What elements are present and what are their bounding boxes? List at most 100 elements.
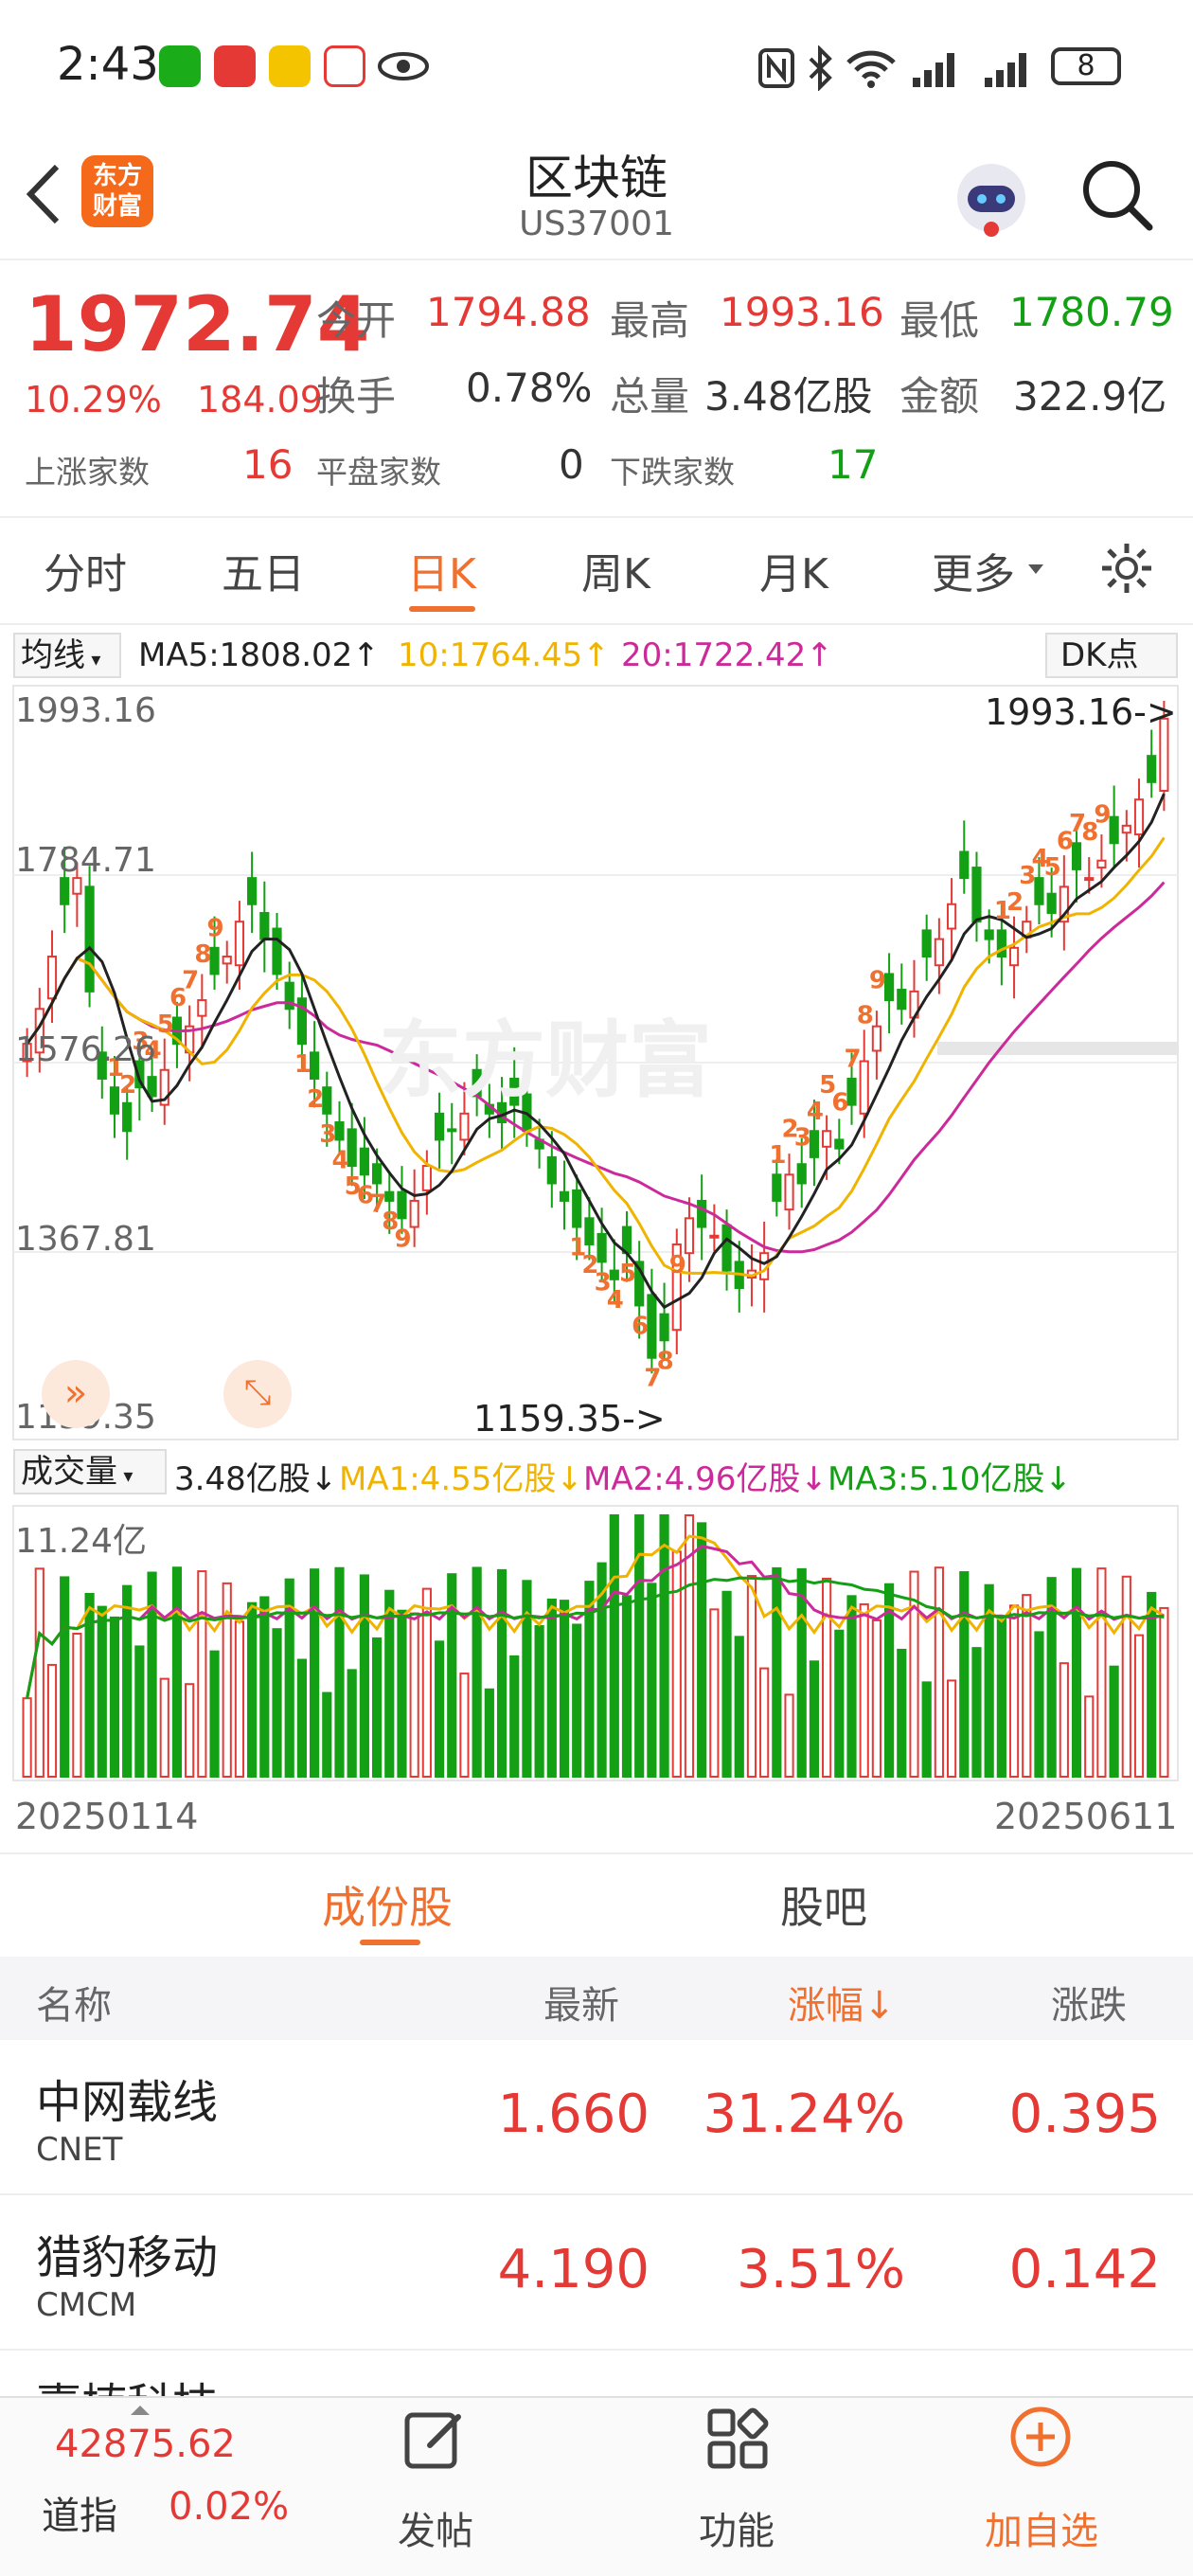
volume-bar: [559, 1600, 570, 1778]
candle-body: [522, 1093, 532, 1133]
tab-monthly-k[interactable]: 月K: [759, 550, 828, 599]
candle-body: [509, 1077, 520, 1106]
candle-body: [572, 1189, 582, 1228]
volume-bar: [421, 1587, 432, 1778]
row-chg: 0.142: [1008, 2239, 1161, 2300]
tab-intraday[interactable]: 分时: [44, 550, 127, 599]
y-tick-2: 1784.71: [15, 841, 156, 880]
eye-icon: [378, 52, 429, 80]
candle-body: [946, 903, 957, 930]
candle-body: [934, 938, 944, 967]
volume-bar: [1133, 1634, 1145, 1779]
ma20-label: 20:1722.42↑: [621, 636, 833, 674]
col-latest[interactable]: 最新: [543, 1984, 619, 2028]
volume-bar: [1121, 1575, 1131, 1779]
functions-icon[interactable]: [704, 2406, 771, 2472]
candle-body: [684, 1217, 695, 1255]
candle-body: [996, 929, 1006, 958]
candle-body: [209, 946, 220, 975]
col-change-pct[interactable]: 涨幅↓: [788, 1984, 896, 2028]
volume-bar: [1084, 1695, 1095, 1778]
volume-bar: [809, 1660, 820, 1778]
row-code: CMCM: [36, 2286, 137, 2324]
tab-weekly-k[interactable]: 周K: [581, 550, 650, 599]
sequence-number: 7: [182, 967, 199, 995]
settings-icon[interactable]: [1098, 540, 1155, 597]
volume-bar: [822, 1577, 832, 1778]
candle-body: [296, 997, 307, 1046]
row-name: 猎豹移动: [36, 2231, 219, 2284]
tab-forum[interactable]: 股吧: [780, 1882, 867, 1933]
tab-five-day[interactable]: 五日: [222, 550, 305, 599]
qq-icon: [269, 45, 311, 87]
index-value: 42875.62: [55, 2423, 236, 2466]
volume-bar: [296, 1658, 307, 1778]
sequence-number: 5: [157, 1011, 174, 1039]
tab-more[interactable]: 更多: [932, 550, 1015, 599]
candle-body: [659, 1313, 669, 1342]
expand-up-icon: [131, 2406, 150, 2415]
sequence-number: 3: [794, 1124, 811, 1153]
dk-button[interactable]: DK点: [1045, 633, 1178, 678]
sequence-number: 4: [1031, 845, 1048, 873]
candle-body: [796, 1163, 807, 1185]
candle-body: [496, 1101, 507, 1124]
candle-body: [809, 1130, 820, 1158]
candle-body: [222, 956, 232, 965]
candle-body: [884, 973, 895, 1002]
col-change[interactable]: 涨跌: [1051, 1984, 1127, 2028]
candle-body: [272, 927, 282, 975]
status-bar: 2:43 8: [0, 0, 1193, 133]
search-icon[interactable]: [1079, 157, 1155, 233]
ma-selector[interactable]: 均线 ▾: [13, 633, 121, 678]
candle-body: [247, 877, 258, 905]
col-name[interactable]: 名称: [36, 1984, 112, 2028]
sequence-number: 1: [994, 897, 1011, 925]
volume-bar: [996, 1618, 1006, 1778]
volume-bar: [746, 1575, 757, 1778]
volume-bar: [122, 1584, 133, 1778]
candle-body: [1046, 892, 1057, 914]
volume-bar: [834, 1629, 845, 1778]
volume-bar: [909, 1570, 919, 1778]
add-watchlist-icon[interactable]: [1007, 2404, 1074, 2470]
down-count-label: 下跌家数: [610, 454, 735, 491]
vol-ma1-line: [26, 1534, 1166, 1699]
tab-daily-k[interactable]: 日K: [407, 550, 476, 599]
ma20-line: [26, 881, 1166, 1254]
volume-bar: [959, 1571, 970, 1779]
volume-bar: [1109, 1665, 1119, 1778]
sequence-number: 8: [1081, 818, 1098, 847]
vol-ma2-line: [26, 1544, 1165, 1699]
functions-label[interactable]: 功能: [699, 2510, 775, 2553]
sequence-number: 8: [194, 940, 211, 969]
row-pct: 31.24%: [703, 2084, 905, 2145]
expand-left-button[interactable]: »: [42, 1360, 110, 1428]
volume-bar: [546, 1598, 557, 1778]
tab-constituents[interactable]: 成份股: [322, 1882, 453, 1933]
add-watchlist-label[interactable]: 加自选: [985, 2510, 1098, 2553]
candle-body: [459, 1112, 470, 1141]
robot-assistant-icon[interactable]: [949, 155, 1034, 241]
fullscreen-icon[interactable]: ⤡: [223, 1360, 292, 1428]
post-label[interactable]: 发帖: [398, 2510, 473, 2553]
table-row[interactable]: 嘉楠科技: [0, 2358, 1193, 2396]
back-icon[interactable]: [21, 161, 68, 227]
candle-body: [72, 877, 82, 895]
candle-body: [1096, 859, 1107, 869]
sequence-number: 9: [1094, 801, 1111, 830]
candle-body: [959, 850, 970, 880]
candle-body: [371, 1163, 383, 1185]
post-icon[interactable]: [401, 2406, 468, 2472]
flat-count-label: 平盘家数: [316, 454, 441, 491]
volume-bar: [934, 1566, 944, 1779]
low-label: 最低: [899, 297, 980, 344]
volume-bar: [572, 1623, 582, 1779]
volume-bar: [322, 1691, 332, 1779]
bluetooth-icon: [809, 45, 832, 91]
bottom-nav: [0, 2396, 1193, 2576]
sequence-number: 2: [1006, 888, 1024, 917]
row-name: 嘉楠科技: [36, 2368, 218, 2396]
volume-selector[interactable]: 成交量 ▾: [13, 1449, 167, 1494]
signal-1-icon: [913, 53, 954, 87]
